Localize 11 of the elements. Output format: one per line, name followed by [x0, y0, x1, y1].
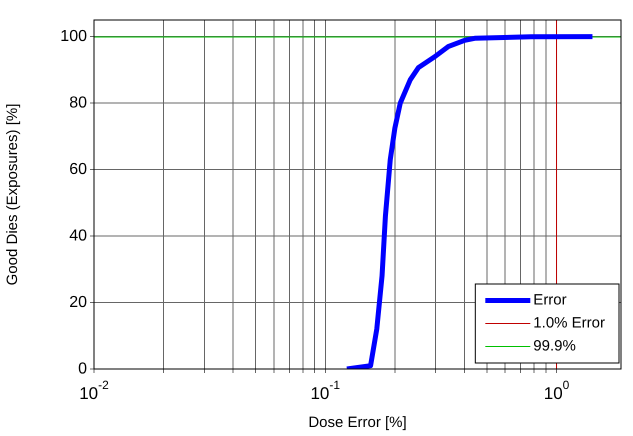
- y-tick-label: 20: [69, 294, 88, 311]
- y-tick-label: 0: [78, 360, 88, 378]
- x-axis-title: Dose Error [%]: [308, 414, 407, 432]
- ref-line-label: 1.0% Error: [533, 314, 606, 332]
- y-tick-label: 40: [69, 227, 88, 244]
- legend-label: Error: [533, 292, 567, 309]
- legend-label: 99.9%: [533, 338, 576, 355]
- y-axis-title: Good Dies (Exposures) [%]: [4, 104, 22, 286]
- y-tick-label: 100: [60, 28, 88, 46]
- y-tick-label: 60: [69, 160, 88, 178]
- y-tick-label: 80: [69, 94, 88, 112]
